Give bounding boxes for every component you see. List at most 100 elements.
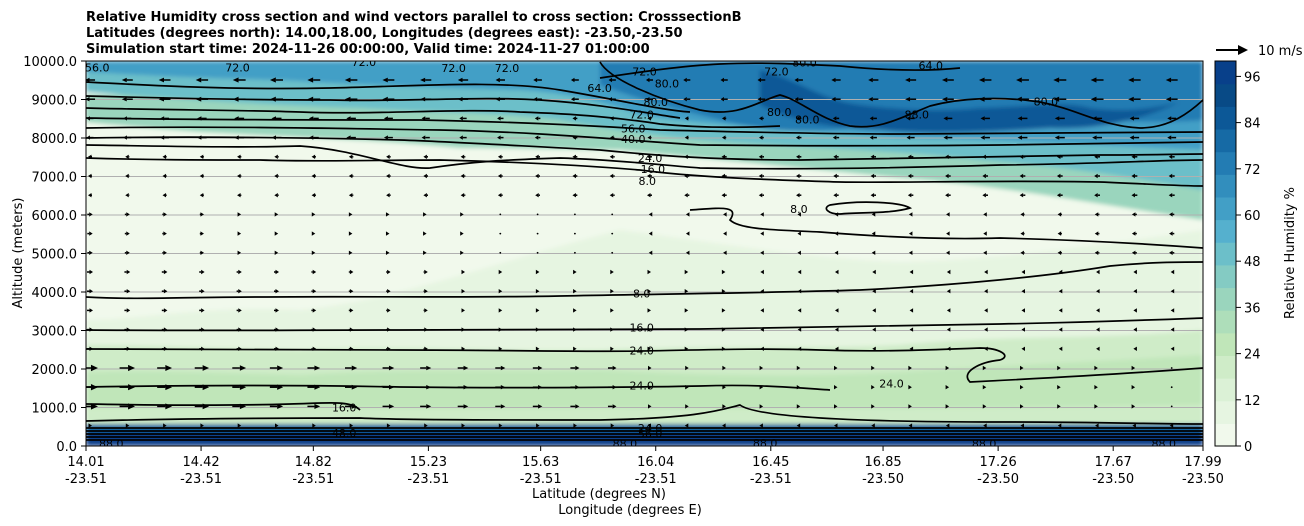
- wind-vector: [760, 212, 764, 217]
- wind-vector: [945, 193, 951, 198]
- wind-vector: [161, 269, 168, 275]
- wind-vector: [906, 135, 915, 140]
- wind-vector: [534, 116, 541, 121]
- y-tick-label: 4000.0: [32, 286, 78, 301]
- contour-label: 80.0: [643, 96, 668, 109]
- wind-vector: [570, 385, 580, 390]
- wind-vector: [386, 289, 391, 294]
- wind-vector: [796, 154, 802, 159]
- wind-vector: [1169, 231, 1175, 236]
- wind-vector: [797, 231, 801, 236]
- contour-label: 72.0: [225, 62, 250, 75]
- wind-vector: [199, 193, 205, 198]
- colorbar-tick-label: 24: [1244, 348, 1261, 363]
- wind-vector: [760, 231, 764, 236]
- wind-vector: [1169, 212, 1175, 217]
- wind-vector: [459, 116, 467, 121]
- wind-vector: [386, 308, 391, 313]
- wind-vector: [344, 403, 358, 409]
- wind-vector: [647, 423, 651, 428]
- wind-vector: [759, 385, 764, 390]
- wind-vector: [796, 173, 802, 179]
- wind-vector: [461, 423, 465, 428]
- contour-line: [86, 317, 1203, 332]
- wind-vector: [385, 250, 390, 255]
- wind-vector: [610, 327, 614, 332]
- wind-vector: [232, 403, 247, 410]
- wind-vector: [423, 269, 428, 275]
- wind-vector: [609, 193, 615, 198]
- wind-vector: [721, 308, 726, 313]
- wind-vector: [796, 385, 801, 390]
- x-axis-label-longitude: Longitude (degrees E): [558, 503, 702, 518]
- wind-vector: [722, 423, 726, 428]
- wind-vector: [236, 289, 242, 294]
- wind-vector: [685, 404, 689, 409]
- wind-vector: [646, 154, 653, 159]
- wind-vector: [1057, 212, 1062, 217]
- wind-vector: [270, 96, 283, 102]
- wind-vector: [275, 423, 279, 428]
- wind-vector: [1170, 308, 1175, 313]
- wind-vector: [721, 327, 726, 332]
- wind-vector: [532, 365, 543, 371]
- wind-vector: [161, 289, 168, 294]
- wind-vector: [497, 193, 503, 198]
- wind-vector: [1131, 365, 1136, 371]
- colorbar-swatch: [1215, 196, 1236, 221]
- wind-vector: [385, 212, 390, 217]
- wind-vector: [572, 135, 578, 140]
- wind-vector: [1096, 346, 1100, 351]
- contour-label: 72.0: [495, 62, 520, 75]
- wind-vector: [1053, 96, 1067, 102]
- wind-vector: [945, 423, 950, 428]
- contour-line: [86, 261, 1203, 300]
- wind-vector: [684, 193, 690, 198]
- wind-vector: [647, 385, 652, 390]
- x-tick-label-lat: 14.82: [295, 455, 332, 470]
- wind-vector: [383, 116, 393, 121]
- wind-vector: [684, 135, 689, 140]
- wind-vector: [311, 346, 317, 351]
- wind-vector: [157, 384, 173, 391]
- x-tick-label-lat: 14.01: [67, 455, 104, 470]
- wind-vector: [647, 269, 651, 275]
- colorbar-swatch: [1215, 332, 1236, 357]
- wind-vector: [946, 231, 950, 236]
- colorbar-swatch: [1215, 219, 1236, 243]
- wind-vector: [87, 231, 93, 236]
- wind-vector: [1053, 77, 1067, 83]
- contour-line: [86, 401, 361, 411]
- wind-vector: [1168, 193, 1175, 198]
- wind-vector: [684, 289, 689, 294]
- wind-vector: [1021, 308, 1025, 313]
- wind-vector: [684, 423, 689, 428]
- wind-vector: [86, 116, 94, 121]
- wind-vector: [457, 97, 469, 102]
- wind-vector: [760, 269, 764, 275]
- contour-line: [86, 126, 1203, 147]
- wind-vector: [572, 173, 578, 179]
- wind-vector: [721, 289, 726, 294]
- colorbar-swatch: [1215, 83, 1236, 107]
- wind-vector: [162, 212, 167, 217]
- x-axis-label-latitude: Latitude (degrees N): [532, 487, 666, 502]
- wind-vector: [978, 77, 992, 83]
- x-tick-label-lon: -23.50: [977, 472, 1019, 487]
- wind-vector: [1090, 77, 1104, 83]
- colorbar: 0 12 24 36 48 60 72 84 96: [1214, 60, 1261, 455]
- wind-vector: [1058, 308, 1063, 313]
- wind-vector: [460, 173, 466, 179]
- wind-vector: [607, 365, 617, 371]
- wind-vector: [610, 289, 614, 294]
- wind-vector: [495, 365, 506, 371]
- wind-vector: [423, 231, 427, 236]
- wind-vector: [720, 97, 728, 102]
- wind-vector: [311, 231, 316, 236]
- wind-vector: [978, 96, 992, 102]
- wind-vector: [647, 346, 651, 351]
- wind-vector: [609, 154, 615, 159]
- wind-vector: [648, 212, 653, 217]
- quiver-key-arrowhead: [1238, 45, 1248, 55]
